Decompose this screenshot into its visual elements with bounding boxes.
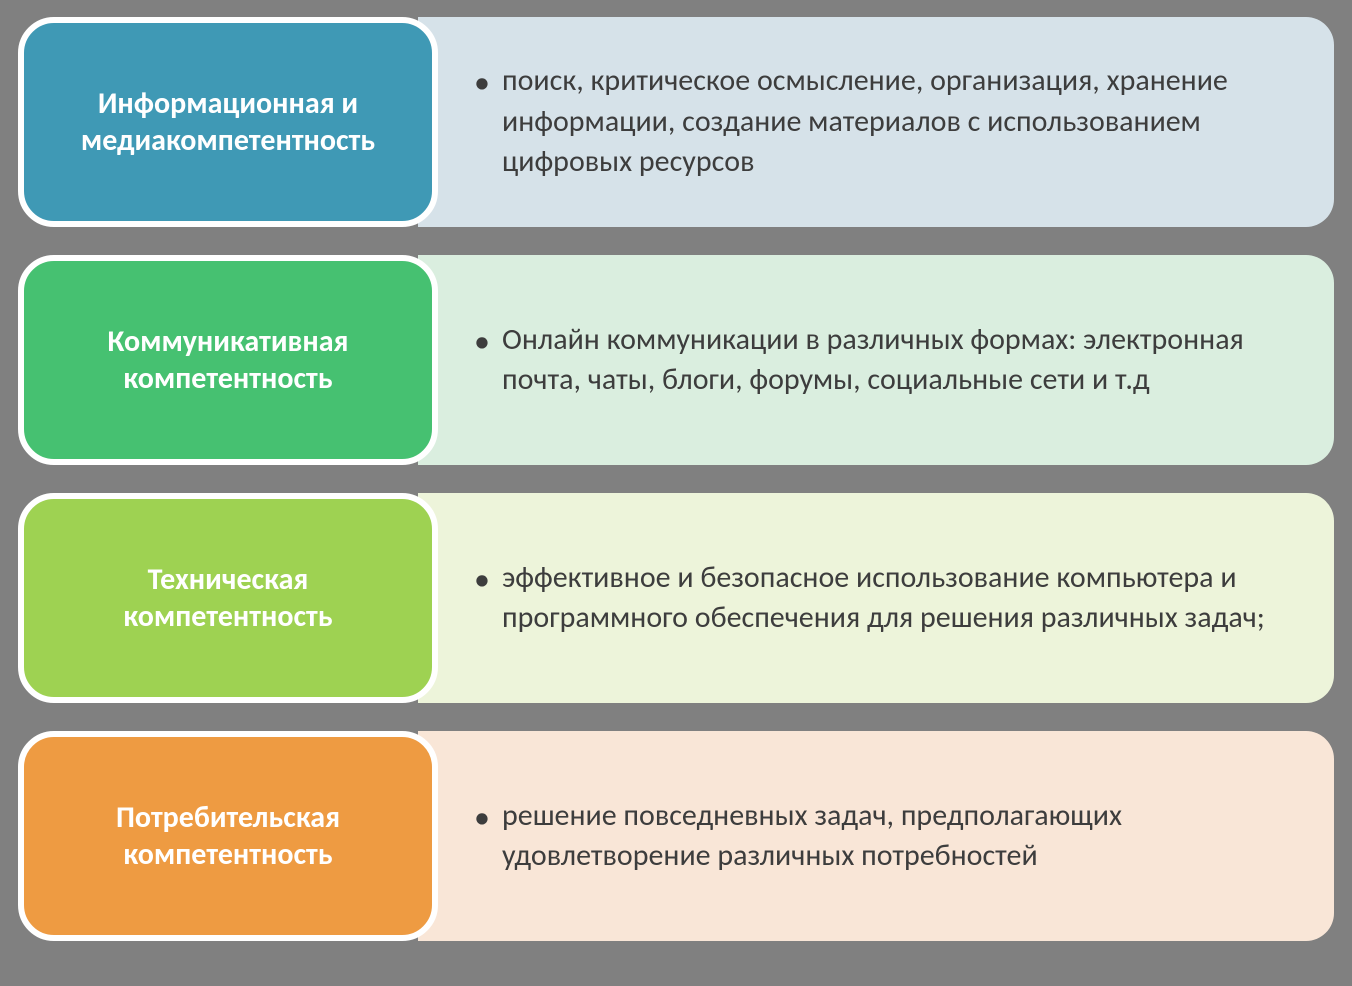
competency-item: Онлайн коммуникации в различных формах: … (466, 320, 1298, 401)
competency-item: эффективное и безопасное использование к… (466, 558, 1298, 639)
competency-row: Информационная и медиакомпетентность пои… (18, 17, 1334, 227)
competency-desc: решение повседневных задач, предполагающ… (418, 731, 1334, 941)
competency-desc: поиск, критическое осмысление, организац… (418, 17, 1334, 227)
competency-item: поиск, критическое осмысление, организац… (466, 61, 1298, 183)
competency-row: Коммуникативная компетентность Онлайн ко… (18, 255, 1334, 465)
competency-row: Потребительская компетентность решение п… (18, 731, 1334, 941)
competency-title: Коммуникативная компетентность (52, 323, 404, 398)
competency-row: Техническая компетентность эффективное и… (18, 493, 1334, 703)
competency-item: решение повседневных задач, предполагающ… (466, 796, 1298, 877)
competency-badge: Коммуникативная компетентность (18, 255, 438, 465)
competency-list: поиск, критическое осмысление, организац… (466, 61, 1298, 183)
competency-list: Онлайн коммуникации в различных формах: … (466, 320, 1298, 401)
competency-badge: Техническая компетентность (18, 493, 438, 703)
competency-desc: Онлайн коммуникации в различных формах: … (418, 255, 1334, 465)
competency-badge: Информационная и медиакомпетентность (18, 17, 438, 227)
competency-desc: эффективное и безопасное использование к… (418, 493, 1334, 703)
competency-list: решение повседневных задач, предполагающ… (466, 796, 1298, 877)
competency-badge: Потребительская компетентность (18, 731, 438, 941)
competency-list: эффективное и безопасное использование к… (466, 558, 1298, 639)
competency-title: Потребительская компетентность (52, 799, 404, 874)
competency-title: Информационная и медиакомпетентность (52, 85, 404, 160)
competency-title: Техническая компетентность (52, 561, 404, 636)
